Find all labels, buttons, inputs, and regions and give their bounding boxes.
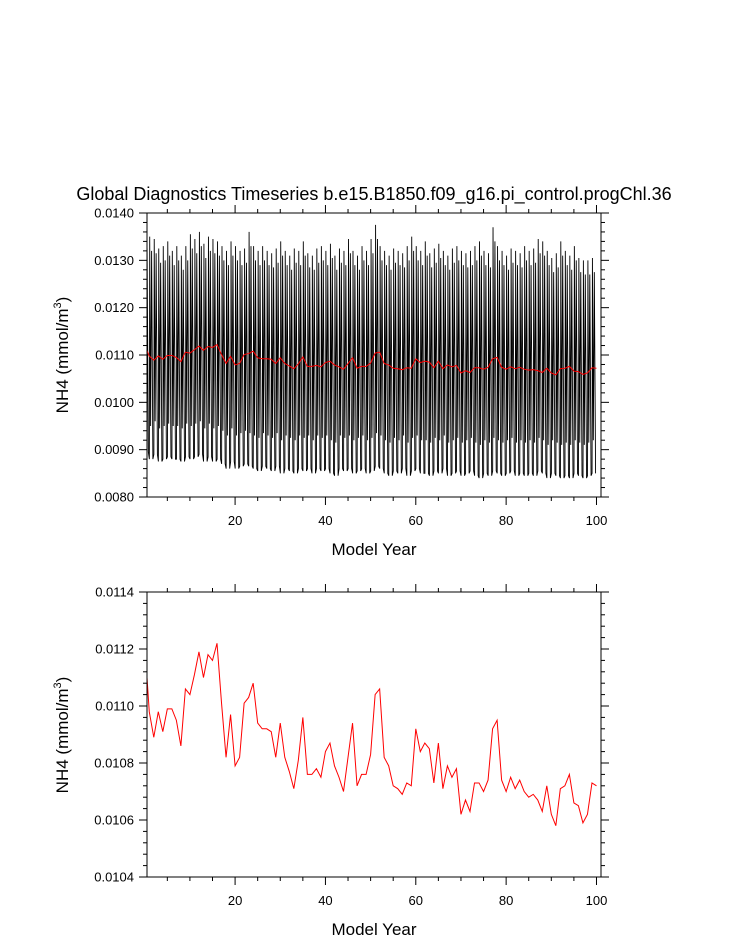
bottom-x-tick-label: 20 (228, 893, 242, 908)
bottom-y-axis-label-main: NH4 (mmol/m (53, 688, 72, 793)
bottom-plot-frame (146, 591, 602, 878)
top-annual-mean-line (146, 343, 597, 376)
top-x-axis-label: Model Year (331, 540, 416, 559)
bottom-y-axis-label-close: ) (53, 677, 72, 683)
bottom-x-tick-label: 40 (318, 893, 332, 908)
bottom-y-tick-label: 0.0104 (94, 870, 134, 885)
bottom-annual-mean-line (146, 643, 597, 826)
top-plot-area: 20 40 60 80 100 0.0080 0.0090 0.0100 0.0110 0.012… (94, 205, 609, 528)
top-x-tick-label: 80 (499, 513, 513, 528)
top-y-axis-label-main: NH4 (mmol/m (53, 308, 72, 413)
bottom-y-tick-label: 0.0114 (95, 585, 134, 600)
top-x-tick-label: 100 (586, 513, 608, 528)
top-x-tick-label: 60 (409, 513, 423, 528)
top-x-tick-label: 20 (228, 513, 242, 528)
bottom-y-tick-label: 0.0106 (94, 813, 134, 828)
bottom-x-tick-label: 60 (409, 893, 423, 908)
top-y-tick-label: 0.0120 (94, 300, 134, 315)
top-x-tick-label: 40 (318, 513, 332, 528)
top-y-tick-label: 0.0140 (94, 206, 134, 221)
bottom-y-tick-label: 0.0108 (94, 756, 134, 771)
top-y-axis-label-close: ) (53, 297, 72, 303)
bottom-x-tick-label: 80 (499, 893, 513, 908)
top-y-axis-label-exponent: 3 (52, 302, 64, 308)
bottom-y-axis-label: NH4 (mmol/m3) (52, 677, 72, 794)
top-y-tick-label: 0.0130 (94, 253, 134, 268)
top-y-tick-label: 0.0100 (94, 395, 134, 410)
bottom-y-axis-label-exponent: 3 (52, 682, 64, 688)
top-monthly-series-line (146, 224, 597, 479)
top-panel-timeseries: 20 40 60 80 100 0.0080 0.0090 0.0100 0.0110 0.012… (52, 205, 609, 559)
bottom-x-tick-label: 100 (586, 893, 608, 908)
top-y-tick-label: 0.0080 (94, 490, 134, 505)
top-y-axis-label: NH4 (mmol/m3) (52, 297, 72, 414)
bottom-y-tick-label: 0.0110 (95, 699, 134, 714)
top-y-tick-label: 0.0110 (95, 348, 134, 363)
bottom-y-tick-label: 0.0112 (95, 642, 134, 657)
chart-title: Global Diagnostics Timeseries b.e15.B185… (76, 184, 671, 205)
bottom-panel-annual-mean: 20 40 60 80 100 0.0104 0.0106 0.0108 0.0110 0.011… (52, 584, 609, 939)
bottom-plot-area: 20 40 60 80 100 0.0104 0.0106 0.0108 0.0110 0.011… (94, 584, 609, 908)
top-y-tick-label: 0.0090 (94, 442, 134, 457)
bottom-x-axis-label: Model Year (331, 920, 416, 939)
